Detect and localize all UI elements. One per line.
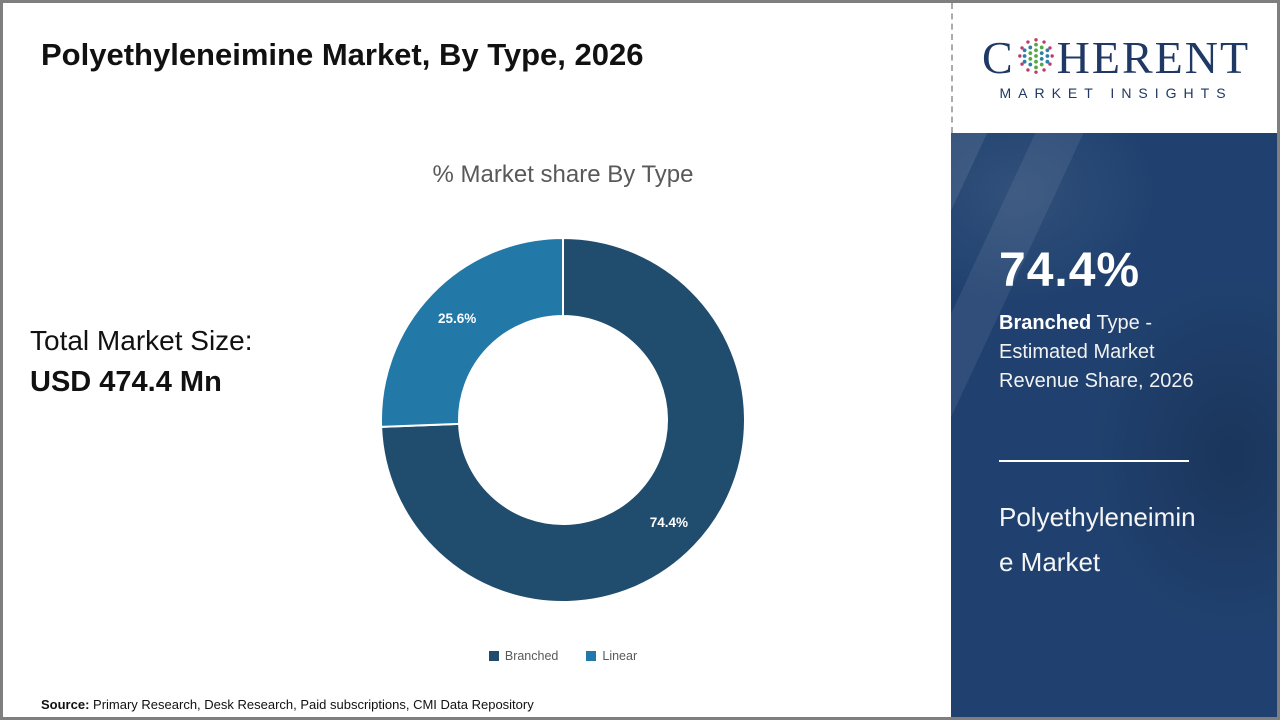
stat-description-rest: Type - Estimated Market Revenue Share, 2… <box>999 312 1194 392</box>
stat-value: 74.4% <box>999 244 1141 297</box>
market-name: Polyethyleneimin e Market <box>999 495 1196 585</box>
source-text: Primary Research, Desk Research, Paid su… <box>89 697 534 712</box>
legend-label-linear: Linear <box>602 649 638 663</box>
source-line: Source: Primary Research, Desk Research,… <box>41 697 534 712</box>
sidebar-map-texture <box>951 133 1277 717</box>
donut-chart: 74.4% 25.6% <box>380 236 746 603</box>
total-market-size-value: USD 474.4 Mn <box>30 366 222 398</box>
page-title: Polyethyleneimine Market, By Type, 2026 <box>41 37 644 72</box>
highlight-sidebar: 74.4% Branched Type - Estimated Market R… <box>951 133 1277 717</box>
legend-item-linear: Linear <box>586 649 637 663</box>
source-label: Source: <box>41 697 90 712</box>
logo-subtitle: MARKET INSIGHTS <box>999 85 1233 101</box>
stat-description: Branched Type - Estimated Market Revenue… <box>999 309 1209 396</box>
slice-label-linear: 25.6% <box>438 311 476 326</box>
legend-label-branched: Branched <box>504 649 559 663</box>
linear-swatch-icon <box>586 651 597 661</box>
market-name-line2: e Market <box>999 547 1101 577</box>
branched-swatch-icon <box>488 651 499 661</box>
sidebar-divider <box>999 460 1189 462</box>
logo-area: C <box>951 3 1277 133</box>
logo-text-start: C <box>981 32 1015 83</box>
legend-item-branched: Branched <box>488 649 559 663</box>
chart-title: % Market share By Type <box>432 161 694 188</box>
logo-text-end: HERENT <box>1056 32 1251 83</box>
chart-legend: Branched Linear <box>373 649 753 663</box>
slice-label-branched: 74.4% <box>650 515 688 530</box>
coherent-globe-icon <box>1017 38 1054 74</box>
coherent-logo: C <box>982 35 1250 81</box>
donut-slice-branched <box>380 236 746 603</box>
total-market-size-label: Total Market Size: <box>30 325 253 356</box>
stat-description-bold: Branched <box>999 312 1092 334</box>
market-name-line1: Polyethyleneimin <box>999 502 1196 532</box>
total-market-size-block: Total Market Size: USD 474.4 Mn <box>30 325 253 399</box>
donut-slice-linear <box>380 236 564 428</box>
